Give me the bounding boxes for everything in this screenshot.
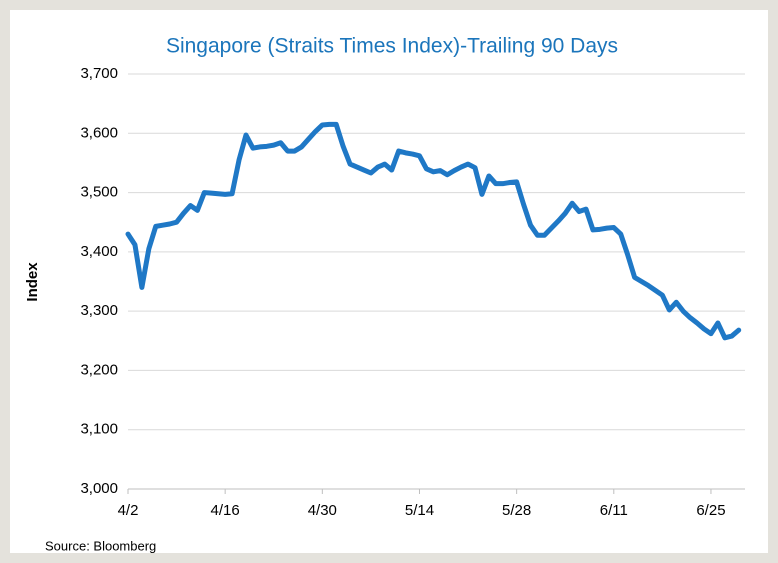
y-tick-label: 3,500 (80, 184, 118, 201)
source-note: Source: Bloomberg (45, 538, 156, 553)
y-tick-label: 3,400 (80, 243, 118, 260)
index-line (125, 121, 742, 341)
y-tick-label: 3,700 (80, 65, 118, 82)
y-axis-title: Index (24, 262, 41, 302)
chart-panel (10, 10, 768, 553)
x-tick-label: 4/16 (211, 502, 240, 519)
x-tick-label: 6/25 (696, 502, 725, 519)
x-tick-label: 5/14 (405, 502, 434, 519)
y-tick-label: 3,100 (80, 421, 118, 438)
x-tick-label: 5/28 (502, 502, 531, 519)
chart-title: Singapore (Straits Times Index)-Trailing… (166, 35, 618, 58)
y-tick-label: 3,200 (80, 361, 118, 378)
y-tick-label: 3,000 (80, 480, 118, 497)
x-tick-label: 4/30 (308, 502, 337, 519)
y-tick-label: 3,600 (80, 124, 118, 141)
x-tick-label: 6/11 (600, 502, 628, 519)
y-tick-label: 3,300 (80, 302, 118, 319)
x-tick-label: 4/2 (118, 502, 139, 519)
